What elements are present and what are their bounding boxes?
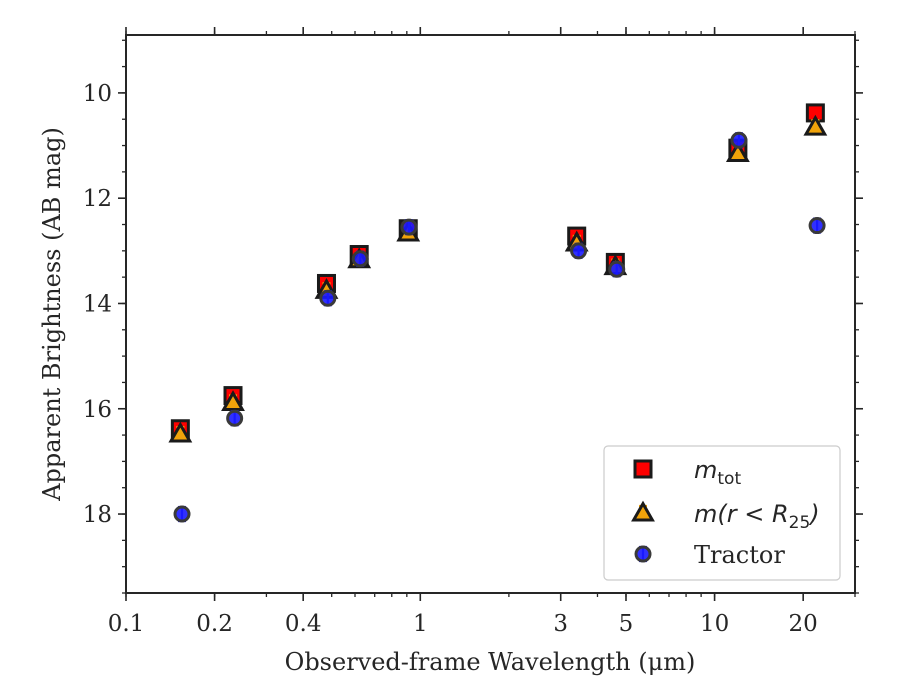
tractor-point <box>226 409 244 427</box>
legend-marker-0 <box>633 459 653 479</box>
tractor-point-shape <box>808 217 826 235</box>
mr25-point-shape <box>221 390 245 411</box>
x-tick-label: 0.1 <box>108 611 145 637</box>
y-tick-label: 12 <box>83 186 112 212</box>
y-axis-label: Apparent Brightness (AB mag) <box>38 127 66 502</box>
legend-label-mtot: mtot <box>694 456 741 489</box>
data-marks <box>168 103 828 523</box>
mr25-point-shape <box>803 114 828 136</box>
mr25-point <box>803 114 828 136</box>
tractor-point-shape <box>570 242 588 260</box>
tractor-point <box>173 505 191 523</box>
legend-marker-2 <box>634 545 652 563</box>
legend-label-mr25: m(r < R25) <box>694 500 820 533</box>
tractor-point <box>808 217 826 235</box>
legend-marker-1 <box>631 500 655 522</box>
tractor-point <box>608 260 626 278</box>
x-tick-label: 5 <box>619 611 634 637</box>
tractor-point-shape <box>226 409 244 427</box>
tractor-point-shape <box>173 505 191 523</box>
tractor-point <box>400 218 418 236</box>
ticks: 0.1 0.2 0.4 1 3 5 10 20 10 12 14 16 18 <box>83 27 863 637</box>
x-tick-label: 10 <box>700 611 729 637</box>
tractor-point-shape <box>351 250 369 268</box>
legend-box <box>603 445 841 581</box>
tractor-point-shape <box>608 260 626 278</box>
mr25-point-shape <box>725 141 750 162</box>
legend: mtot m(r < R25) Tractor <box>603 445 841 581</box>
legend-label-tractor: Tractor <box>694 541 785 569</box>
tractor-point-shape <box>400 218 418 236</box>
x-tick-label: 20 <box>789 611 818 637</box>
tractor-point-shape <box>730 131 748 149</box>
tractor-point <box>570 242 588 260</box>
mr25-point <box>221 390 245 411</box>
legend-marker-2-shape <box>634 545 652 563</box>
y-tick-label: 16 <box>83 397 112 423</box>
y-tick-label: 14 <box>83 291 112 317</box>
legend-marker-0-shape <box>633 459 653 479</box>
tractor-point <box>351 250 369 268</box>
tractor-point <box>730 131 748 149</box>
mr25-point <box>168 421 193 443</box>
tractor-point-shape <box>319 289 337 307</box>
x-tick-label: 0.4 <box>285 611 322 637</box>
y-tick-label: 18 <box>83 502 112 528</box>
x-axis-label: Observed-frame Wavelength (μm) <box>285 648 696 676</box>
x-tick-label: 3 <box>553 611 568 637</box>
y-tick-label: 10 <box>83 81 112 107</box>
x-tick-label: 1 <box>413 611 428 637</box>
tractor-point <box>319 289 337 307</box>
x-tick-label: 0.2 <box>196 611 233 637</box>
mr25-point-shape <box>168 421 193 443</box>
legend-marker-1-shape <box>631 500 655 522</box>
